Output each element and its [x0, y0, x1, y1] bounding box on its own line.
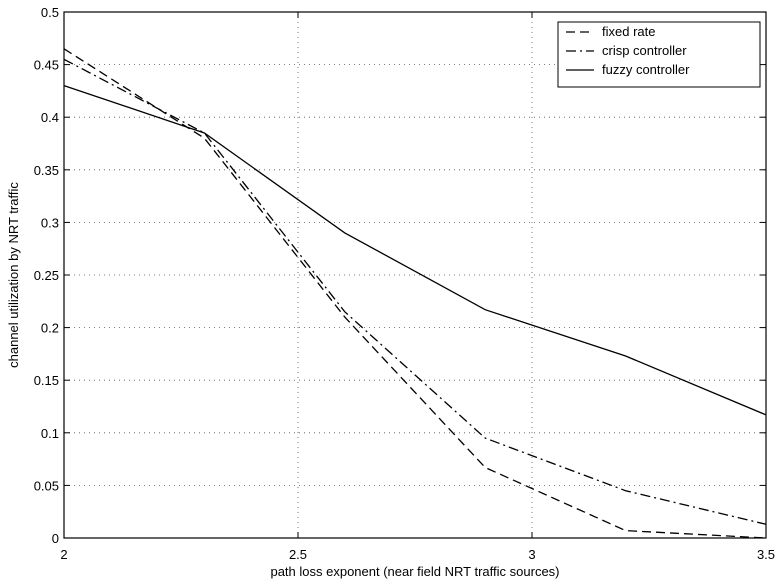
legend-label-fuzzy-controller: fuzzy controller: [602, 62, 690, 77]
legend-label-fixed-rate: fixed rate: [602, 24, 655, 39]
x-tick-label: 3.5: [757, 547, 775, 562]
x-tick-label: 3: [528, 547, 535, 562]
series-line-fuzzy-controller: [63, 84, 767, 416]
y-tick-label: 0.3: [41, 215, 59, 230]
x-tick-label: 2: [60, 547, 67, 562]
y-tick-label: 0.05: [34, 478, 59, 493]
data-series: [63, 48, 767, 539]
y-tick-label: 0.25: [34, 268, 59, 283]
y-tick-label: 0.45: [34, 58, 59, 73]
legend-label-crisp-controller: crisp controller: [602, 43, 687, 58]
y-axis-label: channel utilization by NRT traffic: [6, 182, 21, 368]
y-tick-label: 0.2: [41, 321, 59, 336]
y-tick-label: 0.15: [34, 373, 59, 388]
legend: fixed rate crisp controller fuzzy controll…: [557, 21, 761, 88]
series-line-crisp-controller: [63, 58, 767, 525]
y-tick-label: 0.35: [34, 163, 59, 178]
y-tick-label: 0.5: [41, 5, 59, 20]
axis-ticks: 2 2.5 3 3.5 0 0.05 0.1 0.15 0.2 0.25 0.3 0.35 0.4 0.4…: [34, 5, 775, 562]
x-tick-label: 2.5: [289, 547, 307, 562]
grid-lines: [64, 12, 766, 538]
y-tick-label: 0: [52, 531, 59, 546]
y-tick-label: 0.1: [41, 426, 59, 441]
y-tick-label: 0.4: [41, 110, 59, 125]
x-axis-label: path loss exponent (near field NRT traff…: [270, 564, 559, 579]
legend-box: [557, 21, 761, 88]
series-line-fixed-rate: [63, 48, 767, 539]
